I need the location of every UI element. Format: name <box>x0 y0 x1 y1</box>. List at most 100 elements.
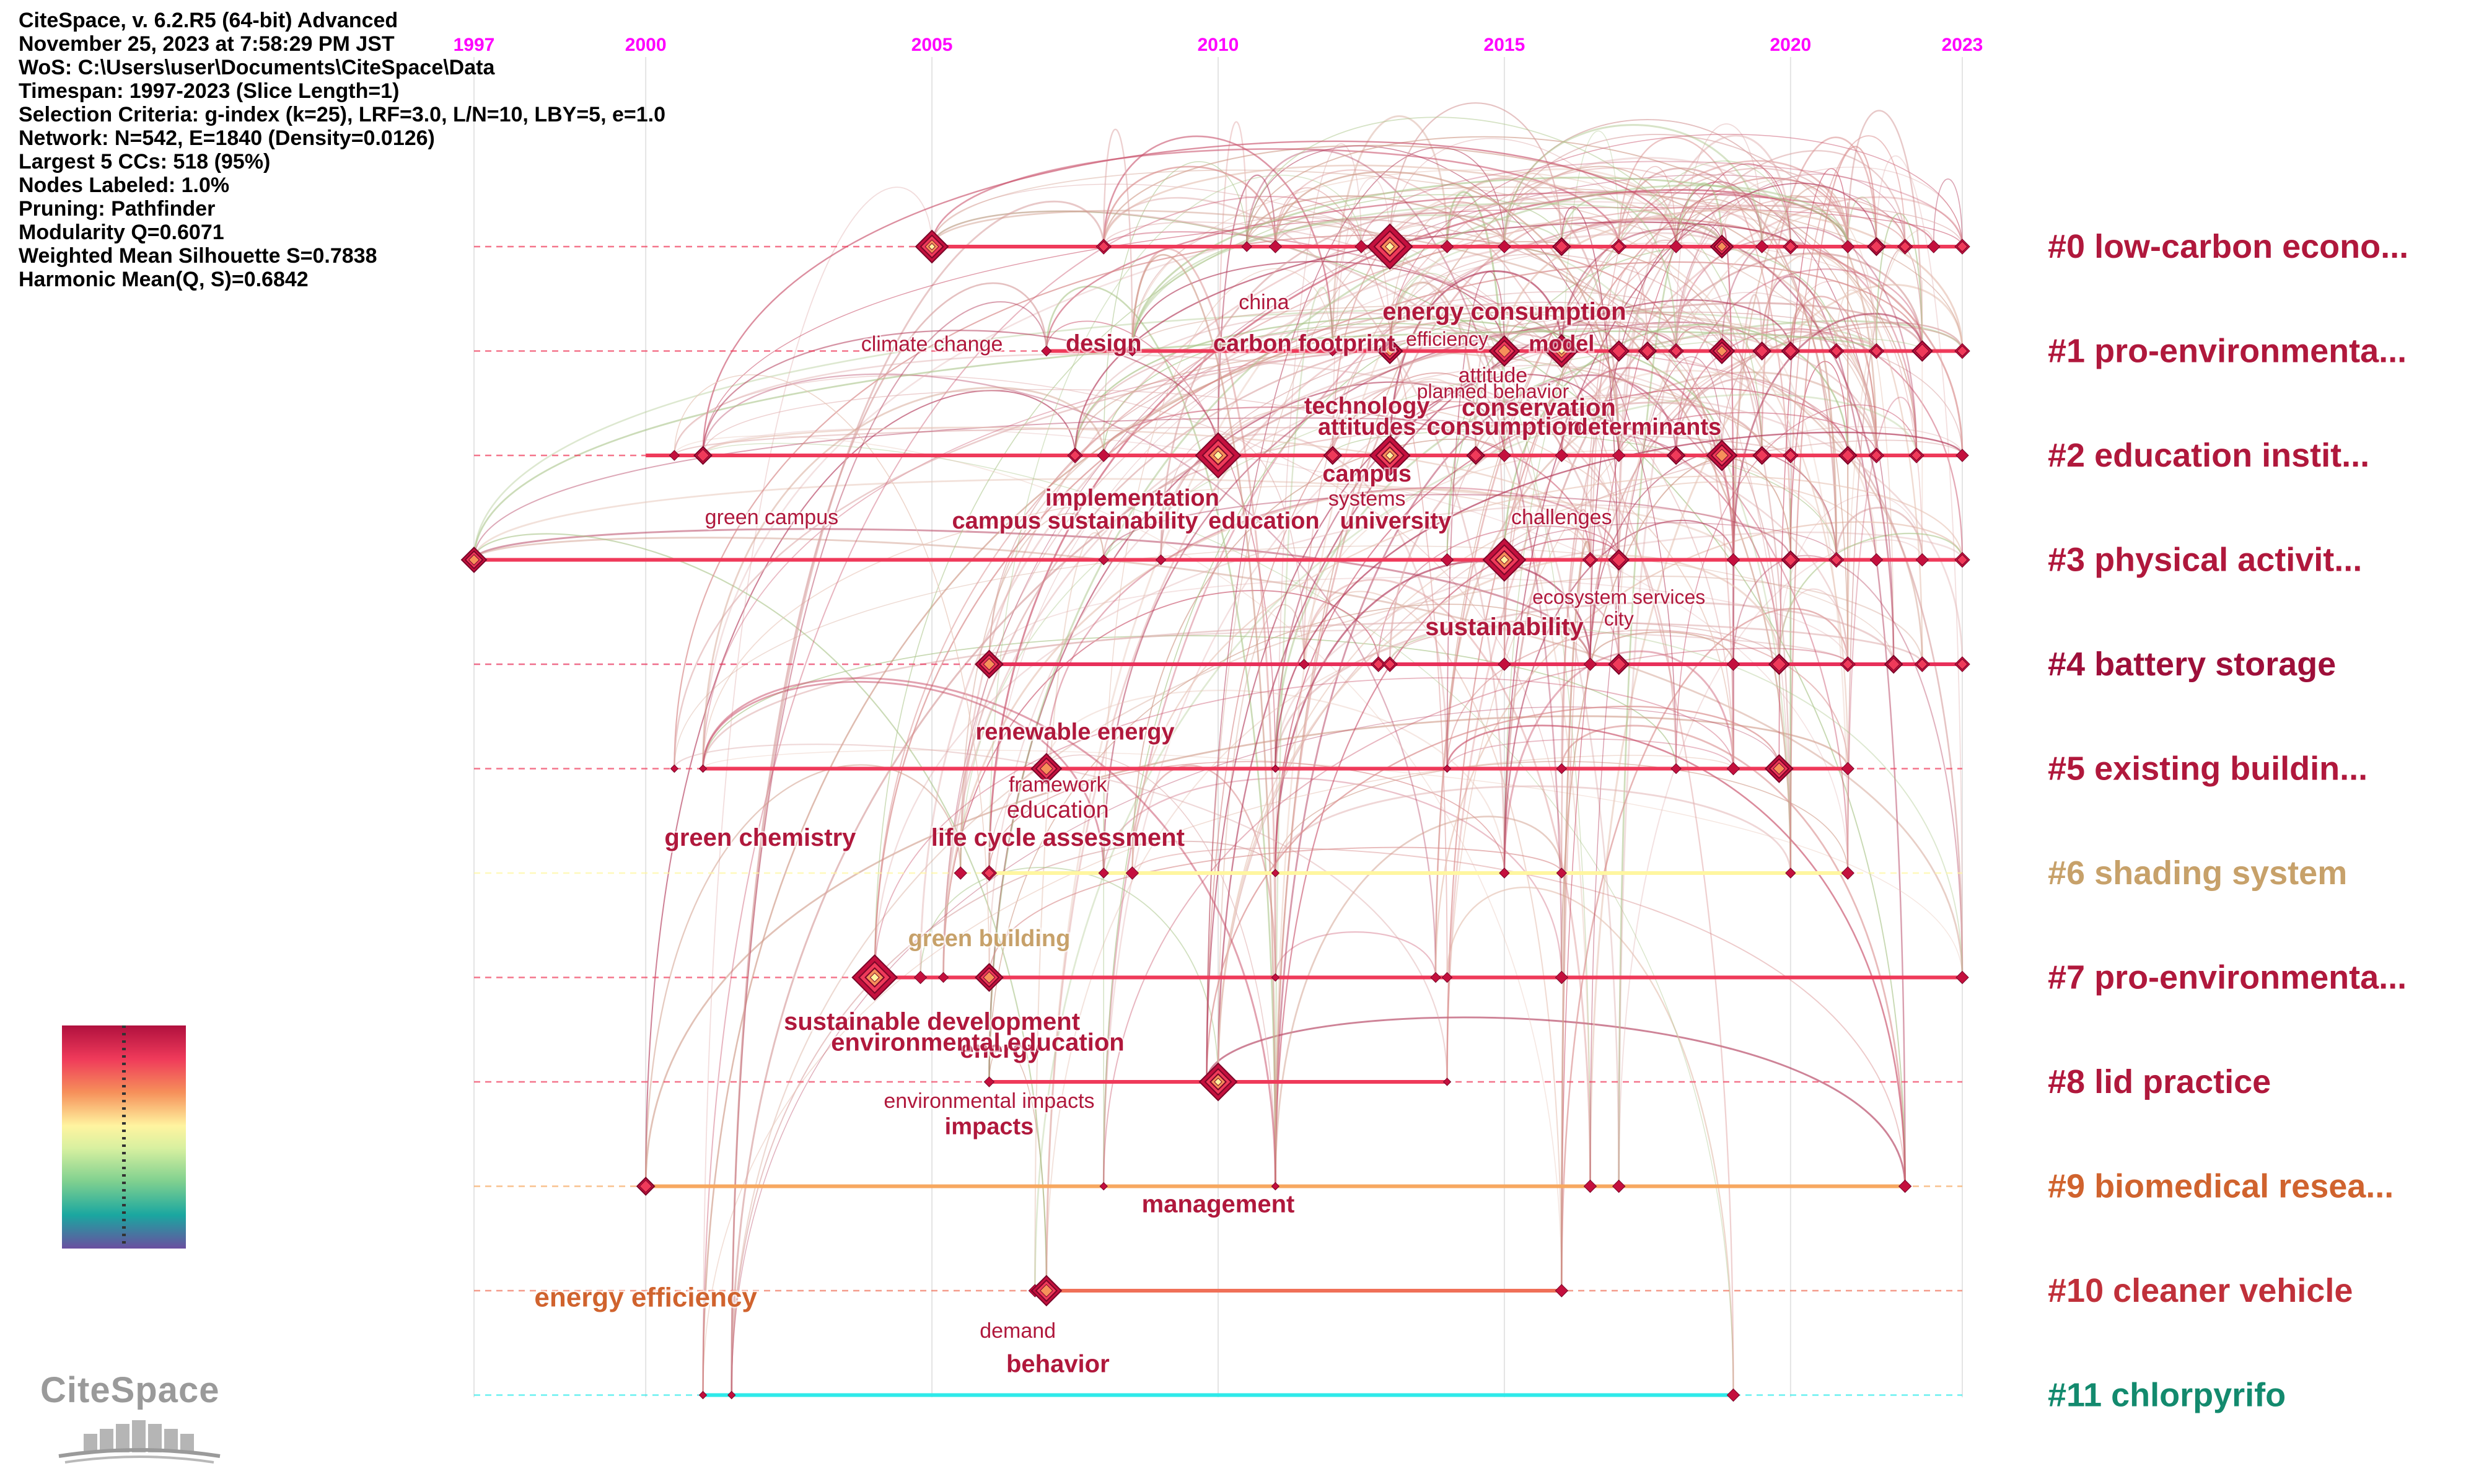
citation-link <box>731 301 1047 1395</box>
keyword-node <box>1927 240 1941 253</box>
citation-link <box>1275 931 1437 978</box>
keyword-node <box>913 970 928 985</box>
keyword-node <box>669 450 680 461</box>
keyword-node <box>1898 1179 1912 1193</box>
citation-link <box>1218 401 1734 769</box>
keyword-node <box>1955 970 1969 985</box>
citation-link <box>988 846 1563 978</box>
citation-link <box>1217 121 1248 456</box>
citation-link <box>702 485 1591 769</box>
citation-link <box>1103 494 1791 560</box>
citation-link <box>1789 296 1877 456</box>
keyword-node <box>1213 450 1223 460</box>
citation-link <box>1246 145 1677 769</box>
keyword-node <box>1611 552 1626 568</box>
citation-link <box>1245 149 1563 978</box>
citation-link <box>1446 724 1906 1187</box>
keyword-node <box>1841 866 1854 880</box>
keyword-label: demand <box>980 1319 1056 1343</box>
citation-link <box>1475 394 1964 665</box>
citation-link <box>1675 404 1917 769</box>
citation-link <box>1503 134 1877 351</box>
citation-link <box>1675 167 1963 351</box>
keyword-node <box>1442 764 1452 773</box>
citation-link <box>674 374 990 978</box>
citation-link <box>1045 320 1276 769</box>
citation-link <box>988 761 1505 874</box>
citation-link <box>1275 286 1333 1187</box>
keyword-label: conservation <box>1462 394 1616 421</box>
citation-link <box>942 590 1379 978</box>
info-line: November 25, 2023 at 7:58:29 PM JST <box>19 32 395 56</box>
citation-link <box>731 706 1780 1395</box>
citation-link <box>1206 225 1448 1082</box>
citation-link <box>1274 374 1677 1187</box>
citation-link <box>674 234 1677 769</box>
keyword-node <box>1755 449 1769 462</box>
citation-link <box>1675 239 1918 456</box>
citation-link <box>1274 217 1620 1187</box>
keyword-node <box>1755 240 1769 253</box>
citation-link <box>1847 110 1923 351</box>
logo-text: CiteSpace <box>40 1370 220 1410</box>
keyword-node <box>1555 449 1569 462</box>
citation-link <box>473 478 1734 560</box>
keyword-label: energy <box>960 1036 1042 1063</box>
keyword-node <box>1040 1284 1053 1297</box>
citation-link <box>1561 150 1906 769</box>
info-line: CiteSpace, v. 6.2.R5 (64-bit) Advanced <box>19 9 398 32</box>
citation-link <box>942 488 1591 978</box>
citation-link <box>644 715 1849 1187</box>
citation-link <box>988 364 1723 978</box>
citation-link <box>1074 221 1792 456</box>
keyword-node <box>1613 240 1625 253</box>
citation-link <box>1475 422 1620 560</box>
keyword-node <box>1612 449 1626 462</box>
citation-link <box>674 326 1877 769</box>
keyword-label: ecosystem services <box>1532 586 1705 608</box>
cluster-label: #1 pro-environmenta... <box>2048 333 2407 370</box>
citation-link <box>1618 167 1838 560</box>
info-line: Modularity Q=0.6071 <box>19 221 224 244</box>
citation-link <box>1217 555 1780 1082</box>
keyword-node <box>698 1390 708 1400</box>
citation-link <box>1589 631 1734 665</box>
keyword-label: efficiency <box>1406 328 1488 350</box>
info-line: Network: N=542, E=1840 (Density=0.0126) <box>19 126 435 150</box>
citation-link <box>1721 179 1877 351</box>
keyword-node <box>1430 972 1441 983</box>
keyword-label: green building <box>908 926 1071 952</box>
cluster-label: #2 education instit... <box>2048 437 2369 474</box>
keyword-node <box>1784 240 1796 253</box>
keyword-label: sustainable development <box>784 1008 1080 1035</box>
keyword-node <box>1726 657 1740 671</box>
keyword-node <box>1842 658 1854 670</box>
keyword-label: renewable energy <box>976 719 1175 745</box>
keyword-node <box>983 971 996 984</box>
cluster-label: #11 chlorpyrifo <box>2048 1377 2286 1414</box>
keyword-node <box>1099 1182 1108 1191</box>
citation-link <box>1103 128 1133 351</box>
keyword-node <box>1715 449 1729 462</box>
citation-link <box>1618 539 1923 1187</box>
citation-link <box>1503 173 1563 247</box>
citation-link <box>1561 509 1591 874</box>
citation-link <box>1218 439 1963 1082</box>
keyword-node <box>954 866 967 880</box>
citation-link <box>1504 119 1791 247</box>
citation-link <box>702 207 1963 456</box>
citation-link <box>1675 377 1964 978</box>
keyword-node <box>1097 449 1110 462</box>
citation-link <box>1933 178 1963 247</box>
citation-link <box>1778 532 1964 665</box>
keyword-node <box>1611 343 1626 359</box>
keyword-node <box>1556 763 1568 775</box>
keyword-label: university <box>1340 508 1452 534</box>
citation-link <box>1246 116 1763 456</box>
citation-link <box>1646 333 1734 769</box>
citation-link <box>1389 625 1963 978</box>
keyword-node <box>1098 240 1110 253</box>
citation-link <box>645 390 1076 1187</box>
citation-link <box>702 373 1437 978</box>
